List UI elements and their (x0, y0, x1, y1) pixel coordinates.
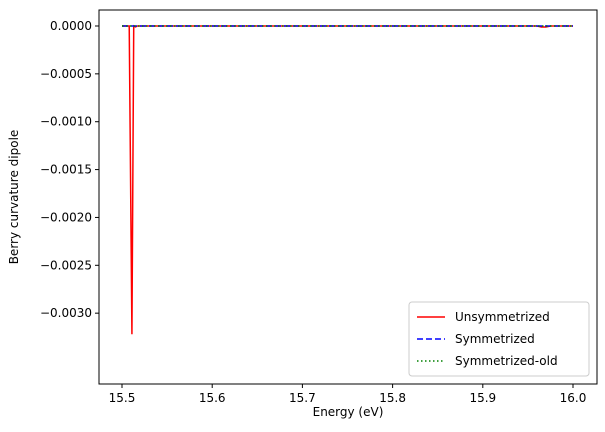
x-tick-label: 15.5 (109, 391, 136, 405)
x-axis-label: Energy (eV) (313, 405, 384, 419)
x-tick-label: 15.7 (289, 391, 316, 405)
legend-label: Symmetrized-old (455, 354, 558, 368)
x-tick-label: 15.9 (469, 391, 496, 405)
y-tick-label: −0.0005 (40, 67, 92, 81)
legend-label: Symmetrized (455, 332, 535, 346)
y-tick-label: −0.0030 (40, 306, 92, 320)
y-tick-label: −0.0020 (40, 210, 92, 224)
plot-frame (98, 9, 598, 385)
x-tick-label: 15.8 (379, 391, 406, 405)
legend-box (408, 301, 590, 377)
legend-label: Unsymmetrized (455, 310, 550, 324)
x-tick-label: 16.0 (560, 391, 587, 405)
y-tick-label: −0.0010 (40, 115, 92, 129)
y-tick-label: 0.0000 (50, 19, 92, 33)
y-tick-label: −0.0015 (40, 163, 92, 177)
y-tick-label: −0.0025 (40, 258, 92, 272)
series-line (122, 24, 574, 335)
y-axis-label: Berry curvature dipole (7, 130, 21, 265)
x-tick-label: 15.6 (199, 391, 226, 405)
